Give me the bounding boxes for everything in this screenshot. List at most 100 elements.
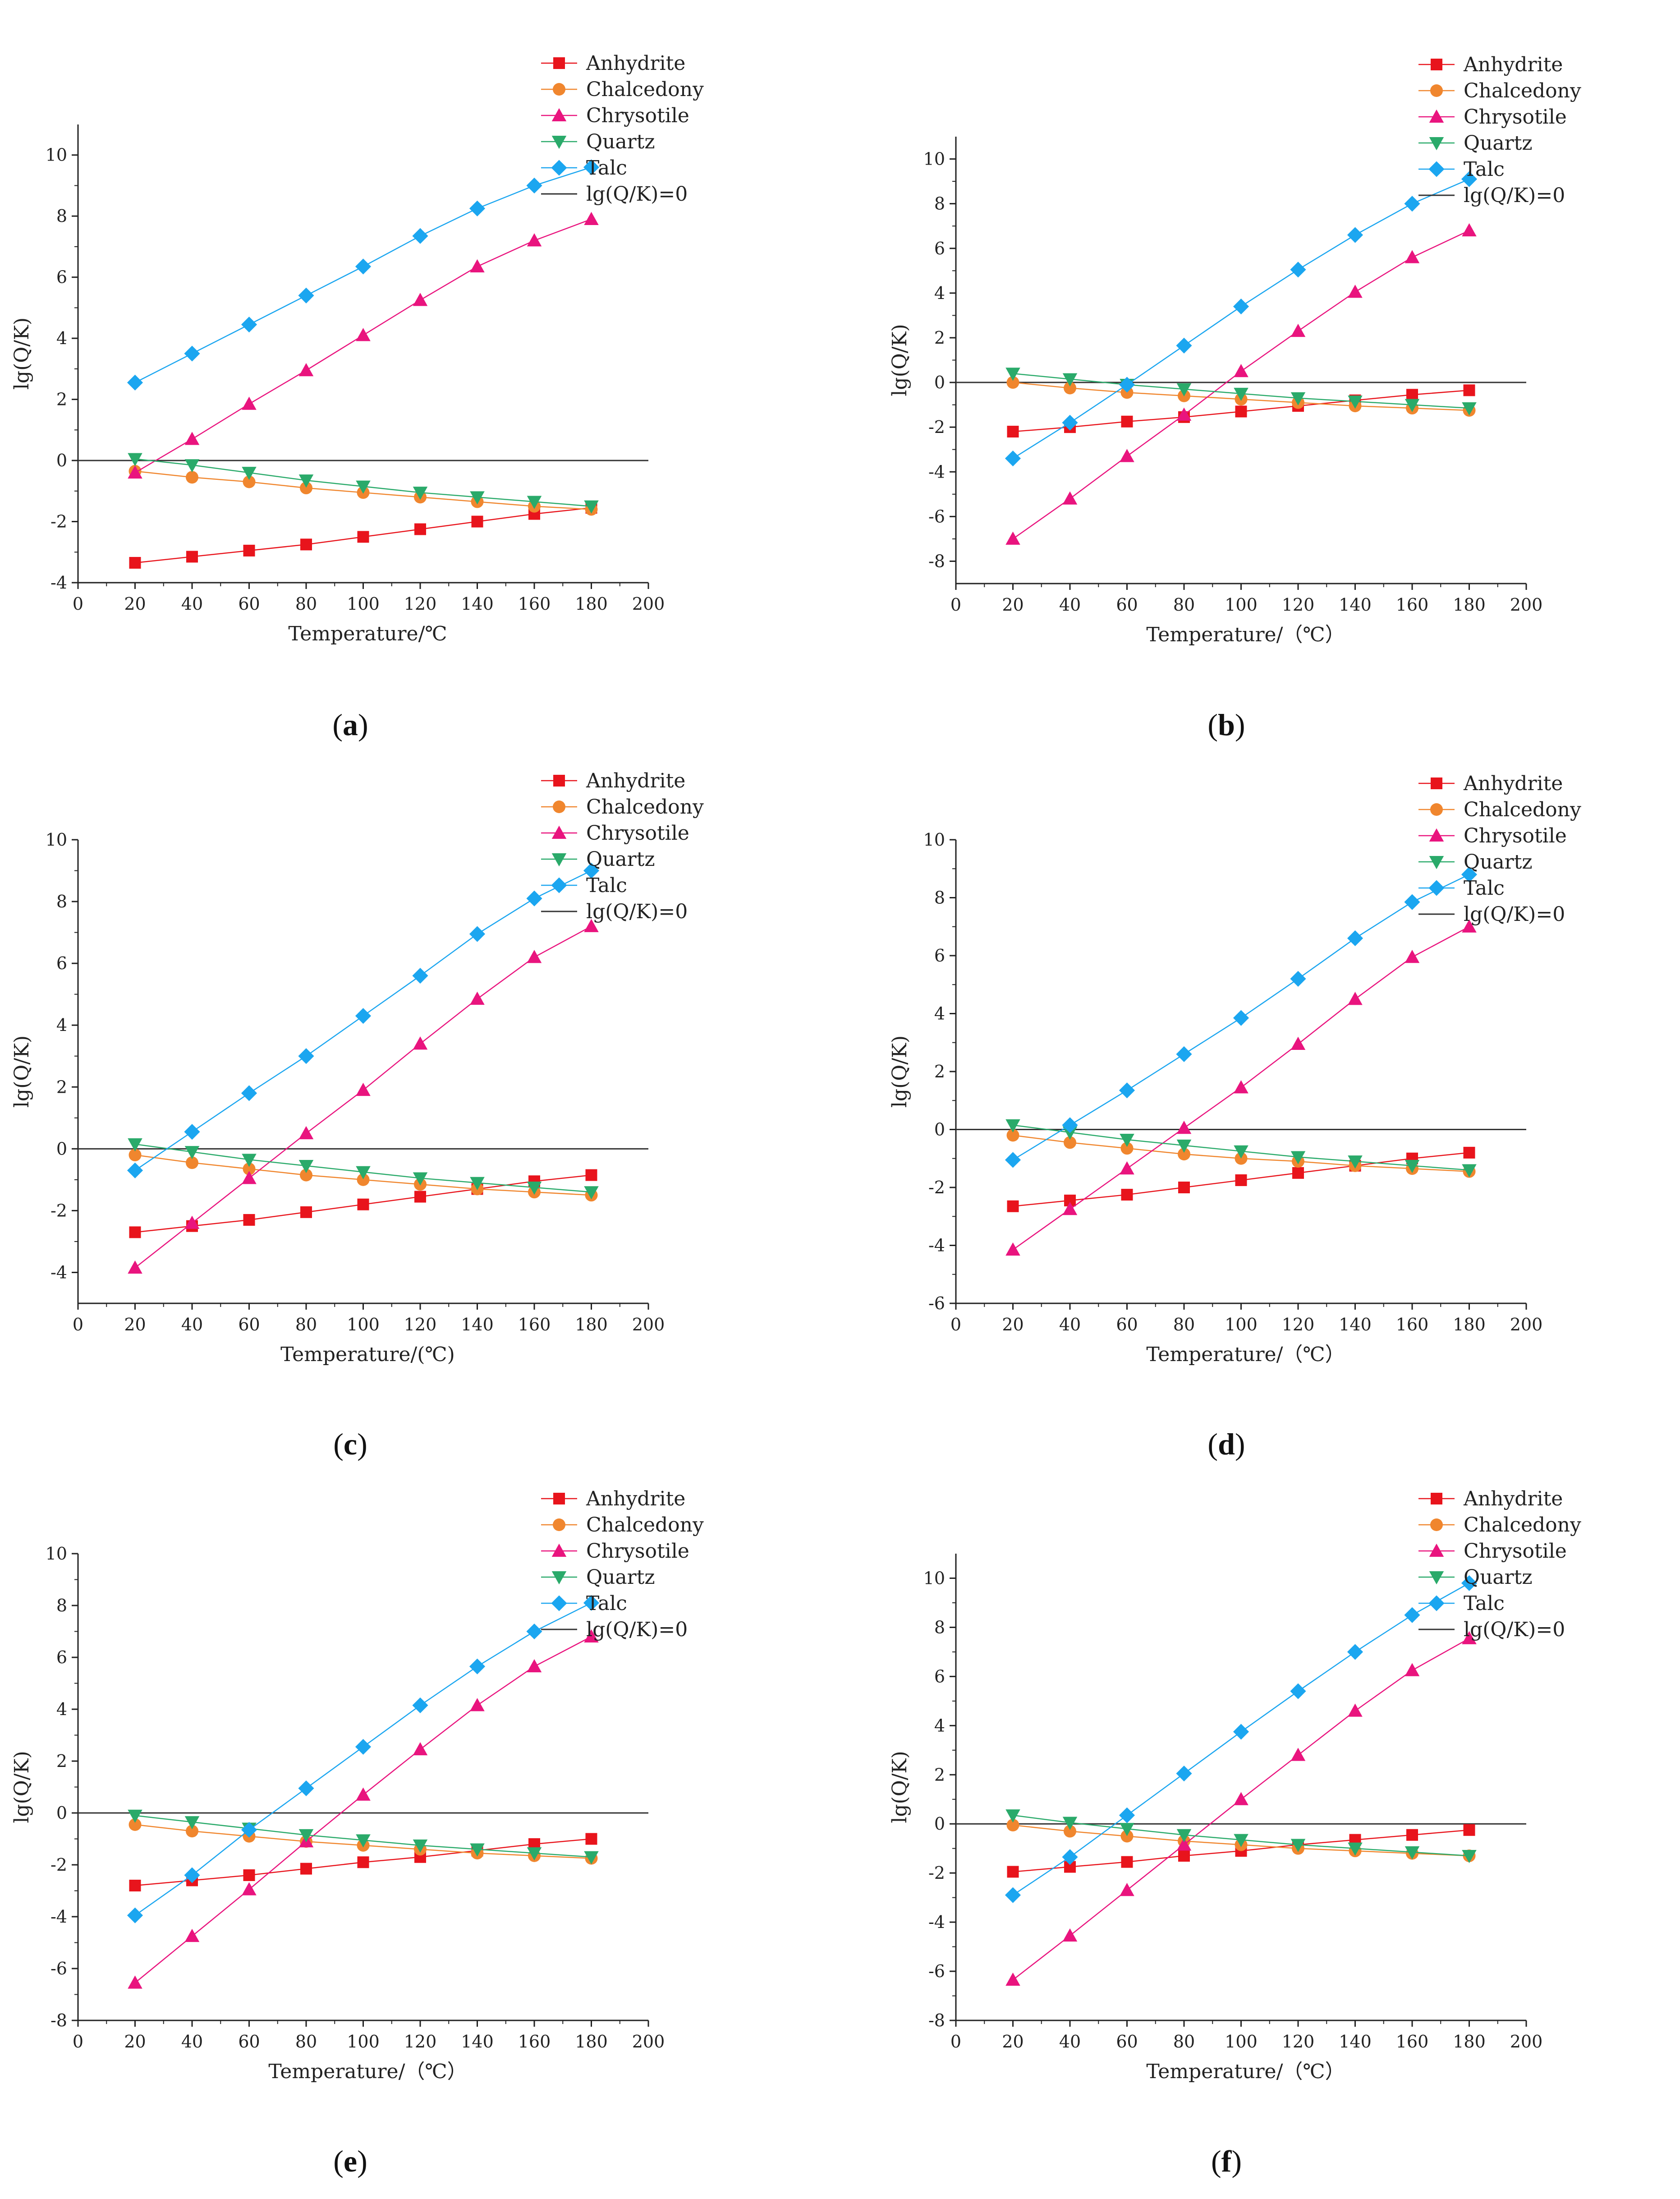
x-tick-label: 200: [1510, 595, 1543, 615]
y-tick-label: -2: [928, 1178, 945, 1197]
y-tick-label: 4: [56, 1015, 67, 1035]
data-point: [1062, 1849, 1078, 1865]
data-point: [1120, 1161, 1134, 1175]
data-point: [1404, 1607, 1420, 1623]
data-point: [469, 200, 486, 216]
y-tick-label: -4: [50, 1907, 67, 1927]
data-point: [357, 1198, 369, 1210]
legend-label: Quartz: [1464, 851, 1533, 874]
data-point: [1234, 1792, 1249, 1805]
x-tick-label: 180: [575, 1315, 608, 1334]
data-point: [186, 471, 198, 484]
legend-marker: [1428, 1595, 1445, 1611]
data-point: [585, 1833, 597, 1845]
y-tick-label: 0: [934, 1814, 945, 1834]
panel-label-close: ): [358, 708, 368, 742]
data-point: [242, 1882, 257, 1895]
data-point: [585, 1169, 597, 1181]
x-tick-label: 80: [1173, 2032, 1195, 2052]
y-tick-label: -4: [928, 1236, 945, 1256]
x-tick-label: 60: [1116, 595, 1138, 615]
data-point: [1290, 1151, 1306, 1164]
data-point: [127, 1907, 143, 1923]
y-tick-label: -4: [50, 573, 67, 593]
y-tick-label: 8: [56, 892, 67, 911]
data-point: [1234, 1834, 1249, 1847]
legend-marker: [1429, 1543, 1444, 1557]
data-point: [298, 1160, 314, 1173]
data-point: [1120, 1830, 1134, 1843]
data-point: [1348, 1703, 1363, 1717]
legend-label: Anhydrite: [586, 769, 685, 792]
y-tick-label: 4: [934, 283, 945, 303]
legend-marker: [1429, 828, 1444, 842]
data-point: [414, 523, 426, 535]
legend-marker: [551, 1543, 567, 1557]
legend: Anhydrite Chalcedony Chrysotile Quartz Talc l…: [1418, 1487, 1581, 1641]
data-point: [1290, 1036, 1306, 1050]
legend-marker: [1428, 880, 1445, 896]
panel-label-letter: e: [344, 2144, 357, 2178]
legend-label: Anhydrite: [1463, 772, 1563, 795]
legend-label: Chrysotile: [1464, 824, 1567, 847]
legend-label: lg(Q/K)=0: [586, 183, 688, 206]
y-axis-label: lg(Q/K): [10, 1751, 33, 1823]
legend-marker: [1430, 803, 1443, 816]
legend-label: Chalcedony: [1464, 1514, 1581, 1537]
data-point: [1462, 919, 1477, 933]
series-line: [134, 218, 592, 474]
x-tick-label: 0: [73, 2032, 83, 2052]
data-point: [243, 1214, 255, 1226]
data-point: [470, 1698, 485, 1711]
x-tick-label: 80: [1173, 595, 1195, 615]
y-tick-label: -2: [928, 1863, 945, 1883]
series-talc: [1005, 866, 1478, 1168]
data-point: [243, 544, 255, 557]
series-chrysotile: [1005, 223, 1477, 545]
data-point: [1006, 1129, 1019, 1142]
legend-label: Quartz: [1464, 132, 1533, 155]
panel-label-open: (: [333, 2144, 344, 2178]
data-point: [298, 1126, 314, 1140]
x-tick-label: 120: [404, 2032, 437, 2052]
x-tick-label: 60: [238, 2032, 260, 2052]
data-point: [1347, 930, 1363, 946]
series-anhydrite: [129, 1833, 597, 1891]
y-tick-label: -2: [50, 1201, 67, 1220]
legend-label: Chalcedony: [1464, 798, 1581, 821]
legend-label: Talc: [586, 1592, 627, 1615]
data-point: [1005, 1242, 1020, 1256]
data-point: [527, 950, 542, 963]
panel-label: (a): [332, 708, 368, 742]
data-point: [413, 1172, 428, 1186]
legend-label: Anhydrite: [1463, 53, 1563, 76]
data-point: [242, 396, 257, 410]
legend-label: lg(Q/K)=0: [586, 1618, 688, 1641]
series-line: [1012, 230, 1470, 539]
data-point: [1005, 1809, 1020, 1823]
data-point: [1062, 491, 1078, 505]
data-point: [527, 1659, 542, 1673]
x-tick-label: 180: [1453, 2032, 1486, 2052]
legend-marker: [551, 1595, 567, 1611]
data-point: [1463, 1824, 1475, 1836]
panel-label-close: ): [1235, 708, 1245, 742]
legend-label: Chrysotile: [1464, 106, 1567, 129]
data-point: [1176, 1837, 1192, 1851]
chart-panel-b: 0 20 40 60 80 100 120 140 160 180 200 -8 -6 -4 -2 0 2 4 6 8…: [888, 53, 1581, 742]
y-tick-label: -4: [928, 1912, 945, 1932]
y-tick-label: 6: [934, 946, 945, 966]
legend-label: Quartz: [586, 848, 655, 871]
data-point: [1064, 1136, 1076, 1149]
legend-label: Chalcedony: [1464, 79, 1581, 102]
y-tick-label: -2: [50, 1855, 67, 1875]
data-point: [242, 1171, 257, 1184]
legend-label: lg(Q/K)=0: [586, 900, 688, 923]
data-point: [584, 919, 599, 932]
data-point: [1062, 1201, 1078, 1215]
y-tick-label: 2: [934, 1062, 945, 1081]
x-tick-label: 100: [347, 2032, 380, 2052]
y-tick-label: -6: [928, 506, 945, 526]
y-axis-label: lg(Q/K): [888, 1035, 911, 1108]
x-tick-label: 60: [1116, 2032, 1138, 2052]
